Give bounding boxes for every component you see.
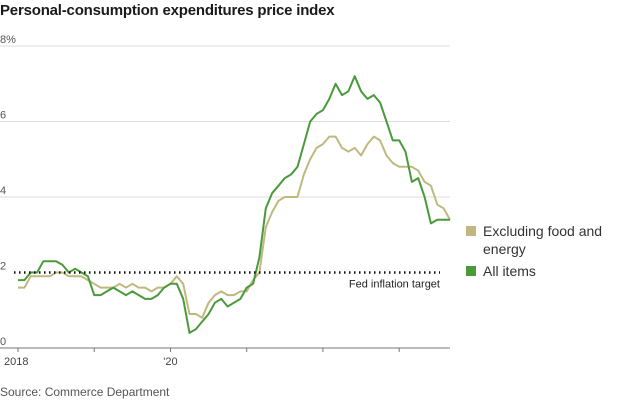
y-tick-label: 0	[0, 336, 6, 348]
x-tick-label: 2018	[4, 356, 28, 368]
legend-swatch-all-items	[466, 266, 476, 276]
legend-item-all-items: All items	[466, 262, 616, 280]
y-tick-label: 6	[0, 110, 6, 122]
y-tick-label: 4	[0, 185, 6, 197]
series-line-core	[18, 135, 451, 319]
legend-item-core: Excluding food and energy	[466, 222, 616, 258]
source-note: Source: Commerce Department	[0, 385, 170, 399]
legend-swatch-core	[466, 226, 476, 236]
y-tick-label: 2	[0, 261, 6, 273]
chart-title: Personal-consumption expenditures price …	[0, 2, 335, 19]
x-tick-label: '20	[163, 356, 177, 368]
chart-legend: Excluding food and energy All items	[466, 222, 616, 284]
legend-label-all-items: All items	[483, 263, 536, 279]
fed-target-label: Fed inflation target	[349, 279, 440, 291]
series-line-all-items	[18, 75, 450, 334]
y-tick-label: 8%	[0, 34, 16, 46]
legend-label-core: Excluding food and energy	[483, 223, 603, 257]
